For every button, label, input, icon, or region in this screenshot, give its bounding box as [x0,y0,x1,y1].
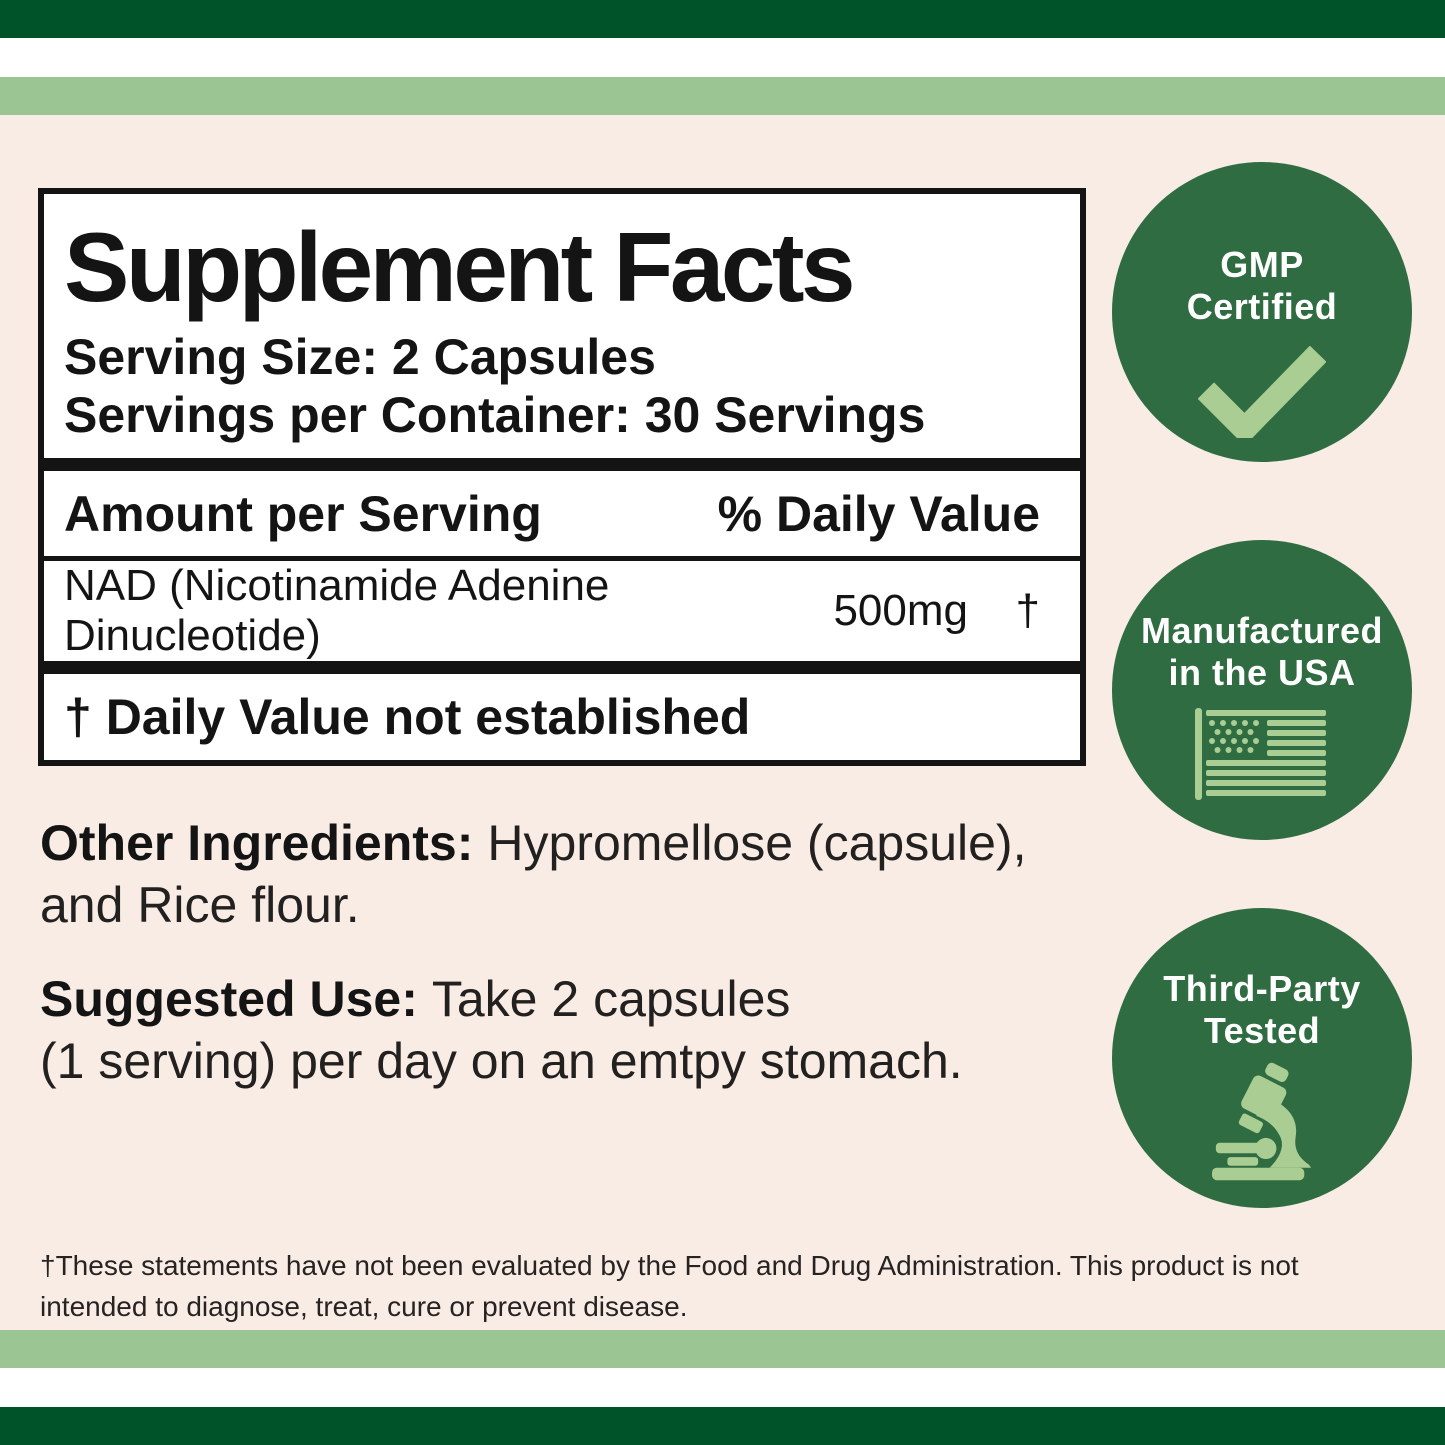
ingredient-daily-value: † [1015,586,1040,635]
bottom-stripe-white [0,1368,1445,1407]
badge-usa-text: Manufactured in the USA [1141,610,1383,694]
daily-value-footnote: † Daily Value not established [64,689,751,745]
badge-third-party-tested: Third-Party Tested [1112,908,1412,1208]
fda-disclaimer-line2: intended to diagnose, treat, cure or pre… [40,1290,688,1322]
fda-disclaimer-line1: †These statements have not been evaluate… [40,1250,1299,1281]
bottom-stripe-light [0,1330,1445,1368]
suggested-use-label: Suggested Use: [40,971,418,1027]
daily-value-header: % Daily Value [717,485,1040,542]
fda-disclaimer: †These statements have not been evaluate… [40,1246,1400,1327]
top-stripe-dark [0,0,1445,38]
badge-usa-line2: in the USA [1168,652,1356,694]
ingredient-name: NAD (Nicotinamide Adenine Dinucleotide) [64,561,610,660]
badge-gmp-line1: GMP [1220,244,1304,285]
usa-flag-icon [1195,708,1329,805]
other-ingredients-paragraph: Other Ingredients: Hypromellose (capsule)… [40,812,1110,936]
badge-tested-text: Third-Party Tested [1163,968,1361,1052]
other-ingredients-label: Other Ingredients: [40,815,474,871]
amount-header-row: Amount per Serving % Daily Value [44,471,1080,556]
panel-title: Supplement Facts [64,212,856,322]
badge-tested-line1: Third-Party [1163,968,1361,1009]
servings-per-container: Servings per Container: 30 Servings [64,387,926,443]
divider-thick [44,661,1080,674]
supplement-facts-panel: Supplement Facts Serving Size: 2 Capsule… [38,188,1086,766]
other-ingredients-text: Hypromellose (capsule), [487,815,1027,871]
badge-usa-line1: Manufactured [1140,610,1384,651]
ingredient-amount: 500mg [833,586,968,635]
badge-tested-line2: Tested [1203,1010,1321,1052]
divider-thin [44,556,1080,561]
top-stripe-white [0,38,1445,77]
footnote-row: † Daily Value not established [44,674,1080,760]
badge-gmp-line2: Certified [1186,286,1338,328]
badge-manufactured-usa: Manufactured in the USA [1112,540,1412,840]
badge-gmp-text: GMP Certified [1187,244,1338,328]
amount-per-serving-header: Amount per Serving [64,485,542,542]
bottom-stripe-dark [0,1407,1445,1445]
suggested-use-paragraph: Suggested Use: Take 2 capsules (1 serving… [40,968,1110,1092]
microscope-icon [1212,1060,1312,1190]
supplement-facts-header: Supplement Facts Serving Size: 2 Capsule… [44,194,1080,458]
badge-gmp-certified: GMP Certified [1112,162,1412,462]
suggested-use-line1: Suggested Use: Take 2 capsules [40,968,1110,1030]
suggested-use-line2: (1 serving) per day on an emtpy stomach. [40,1033,963,1089]
serving-size: Serving Size: 2 Capsules [64,329,656,385]
other-ingredients-line1: Other Ingredients: Hypromellose (capsule)… [40,812,1110,874]
divider-thick [44,458,1080,471]
ingredient-row: NAD (Nicotinamide Adenine Dinucleotide) … [44,561,1080,661]
top-stripe-light [0,77,1445,115]
other-ingredients-line2: and Rice flour. [40,877,360,933]
suggested-use-text: Take 2 capsules [431,971,791,1027]
checkmark-icon [1197,345,1327,447]
